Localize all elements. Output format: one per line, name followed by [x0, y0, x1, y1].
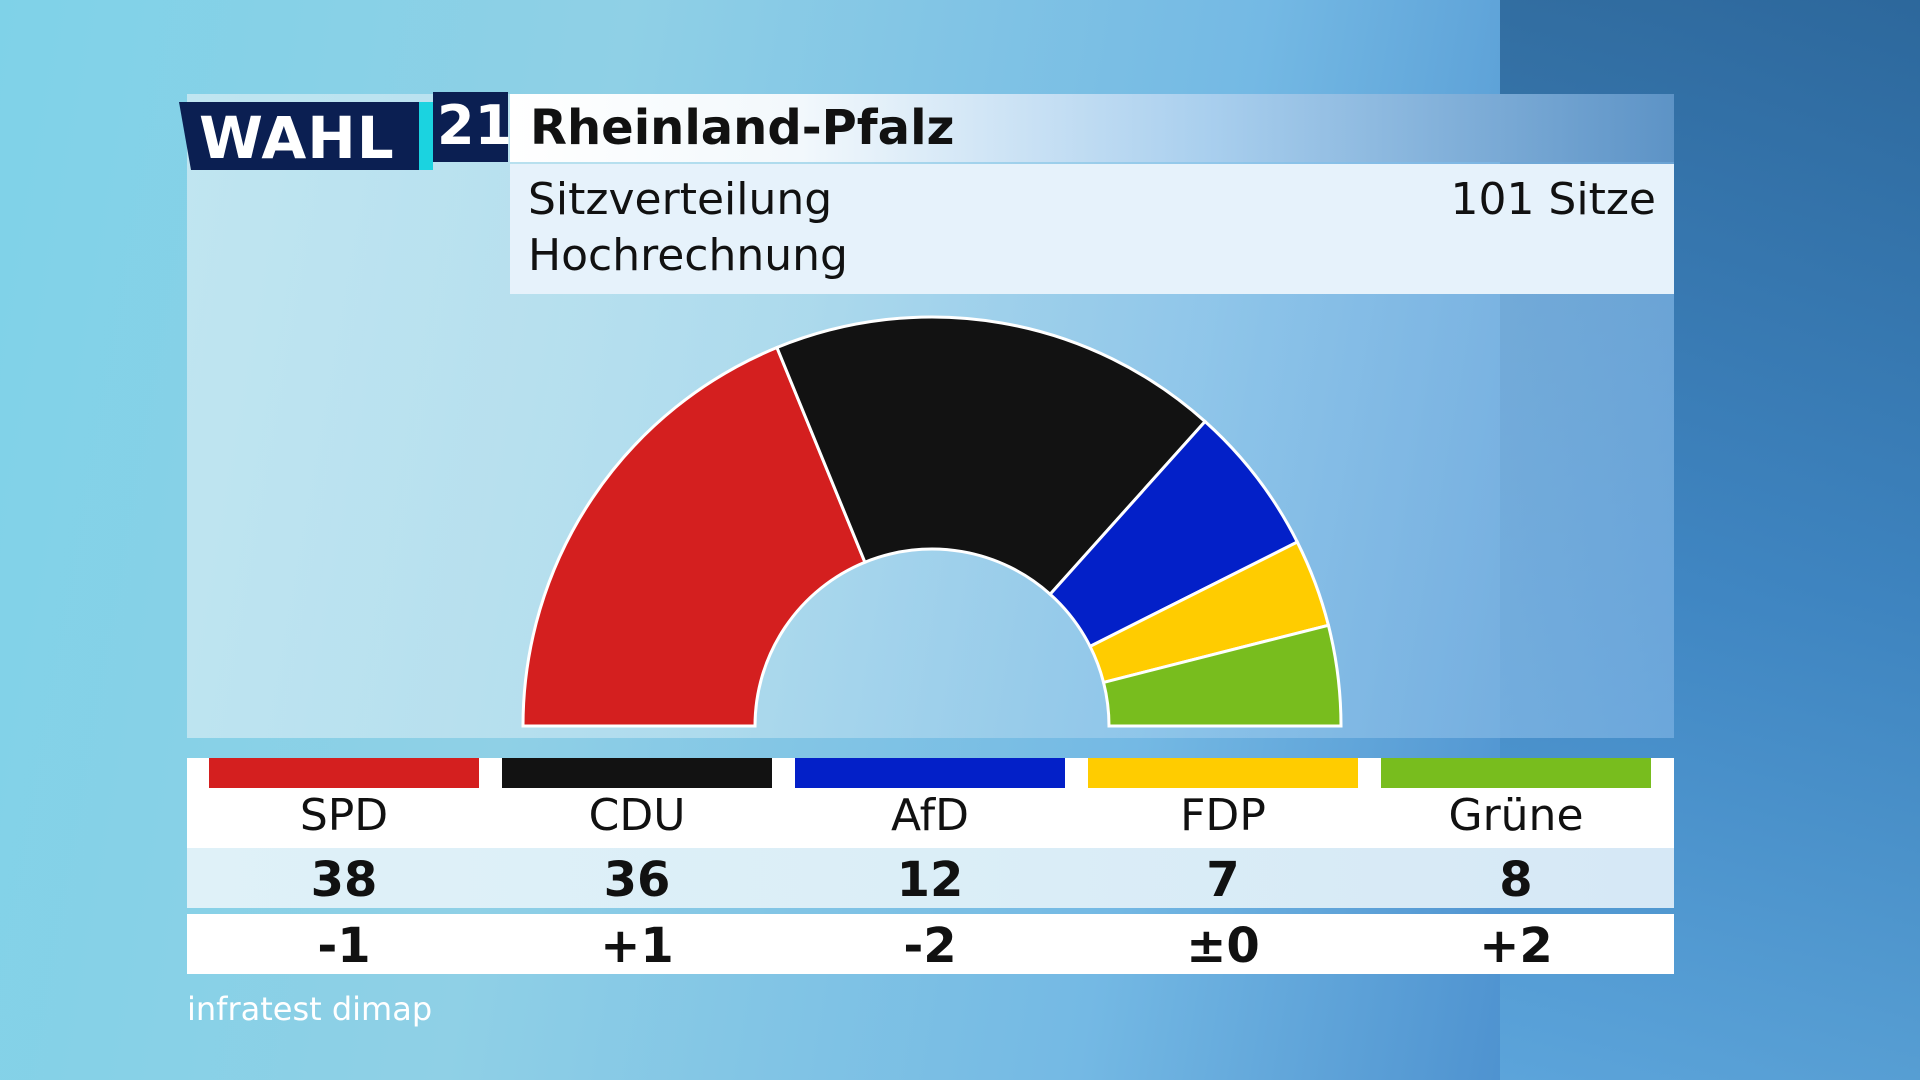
logo-stripe	[419, 102, 433, 170]
logo-wahl-block: WAHL	[179, 102, 419, 170]
seat-segment-spd	[521, 345, 867, 728]
seats-gruene: 8	[1499, 852, 1533, 908]
page-title: Rheinland-Pfalz	[530, 100, 955, 156]
change-cdu: +1	[600, 918, 674, 974]
logo-word: WAHL	[199, 104, 395, 172]
change-gruene: +2	[1479, 918, 1553, 974]
party-name-afd: AfD	[891, 790, 969, 841]
seat-segment-cdu	[774, 315, 1208, 597]
total-seats-label: 101 Sitze	[1450, 174, 1656, 225]
color-bar-cdu	[502, 758, 772, 788]
party-name-cdu: CDU	[588, 790, 686, 841]
color-bar-spd	[209, 758, 479, 788]
change-afd: -2	[903, 918, 957, 974]
seats-row: 38 36 12 7 8	[187, 848, 1674, 908]
party-names-row: SPD CDU AfD FDP Grüne	[187, 758, 1674, 848]
party-name-gruene: Grüne	[1448, 790, 1584, 841]
change-spd: -1	[317, 918, 371, 974]
wahl21-logo: WAHL 21	[179, 92, 512, 170]
source-label: infratest dimap	[187, 990, 433, 1028]
subtitle-projection: Hochrechnung	[528, 230, 848, 281]
party-name-spd: SPD	[299, 790, 389, 841]
change-fdp: ±0	[1186, 918, 1260, 974]
seats-cdu: 36	[603, 852, 671, 908]
color-bar-afd	[795, 758, 1065, 788]
results-table: SPD CDU AfD FDP Grüne 38 36 12 7 8 -1 +1…	[187, 758, 1674, 974]
seats-spd: 38	[310, 852, 378, 908]
seats-fdp: 7	[1206, 852, 1240, 908]
logo-number: 21	[437, 94, 513, 157]
seats-afd: 12	[896, 852, 964, 908]
title-bar: Rheinland-Pfalz	[510, 94, 1674, 162]
subtitle-box: Sitzverteilung Hochrechnung 101 Sitze	[510, 164, 1674, 294]
logo-number-block: 21	[433, 92, 512, 162]
change-row: -1 +1 -2 ±0 +2	[187, 914, 1674, 974]
subtitle-seat-distribution: Sitzverteilung	[528, 174, 833, 225]
party-name-fdp: FDP	[1180, 790, 1266, 841]
color-bar-gruene	[1381, 758, 1651, 788]
color-bar-fdp	[1088, 758, 1358, 788]
seat-segment-gruene	[1101, 623, 1343, 728]
